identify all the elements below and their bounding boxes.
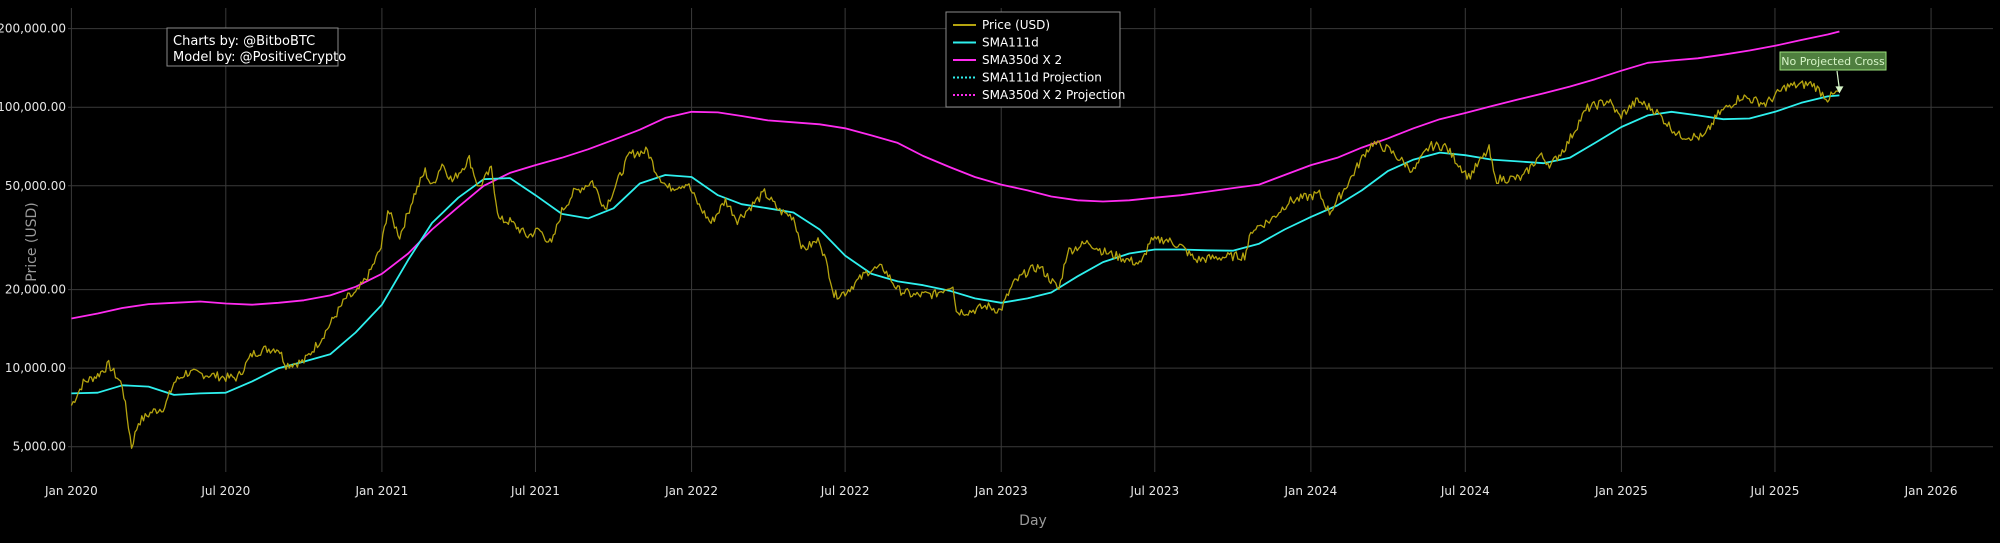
legend-label: SMA350d X 2 [982,53,1062,67]
x-tick-label: Jul 2020 [200,484,250,498]
x-tick-label: Jan 2026 [1904,484,1958,498]
legend: Price (USD) SMA111d SMA350d X 2 SMA111d Pro… [945,11,1125,108]
x-tick-label: Jan 2020 [44,484,98,498]
legend-label: SMA111d Projection [982,71,1102,85]
x-tick-label: Jan 2022 [664,484,718,498]
y-tick-label: 10,000.00 [5,361,66,375]
annotation-arrowhead [1835,86,1844,94]
x-tick-label: Jan 2024 [1283,484,1337,498]
y-axis-ticks: 5,000.00 10,000.00 20,000.00 50,000.00 100,0… [0,22,66,454]
x-tick-label: Jul 2025 [1750,484,1800,498]
y-tick-label: 20,000.00 [5,283,66,297]
legend-label: SMA111d [982,36,1039,50]
credits-line-2: Model by: @PositiveCrypto [173,50,346,65]
credits-line-1: Charts by: @BitboBTC [173,34,315,49]
x-axis-title: Day [1019,513,1047,529]
x-tick-label: Jan 2025 [1594,484,1648,498]
legend-label: Price (USD) [982,18,1050,32]
sma350d-x2-line [71,30,1840,320]
credits-box-frame [166,27,339,67]
x-tick-label: Jul 2021 [510,484,560,498]
credits-box: Charts by: @BitboBTC Model by: @Positive… [166,27,346,67]
annotation-text: No Projected Cross [1781,55,1885,68]
gridlines [68,8,1993,472]
x-axis-ticks: Jan 2020 Jul 2020 Jan 2021 Jul 2021 Jan 2022… [44,484,1958,498]
annotation-box [1779,51,1887,71]
legend-items: Price (USD) SMA111d SMA350d X 2 SMA111d Pro… [953,18,1125,102]
y-axis-title: Price (USD) [24,202,40,281]
y-tick-label: 200,000.00 [0,22,66,36]
x-tick-label: Jan 2021 [354,484,408,498]
sma111d-line [71,94,1840,396]
legend-label: SMA350d X 2 Projection [982,88,1125,102]
no-cross-annotation: No Projected Cross [1779,51,1887,94]
x-tick-label: Jul 2024 [1440,484,1490,498]
annotation-arrow [1836,70,1841,90]
y-tick-label: 100,000.00 [0,100,66,114]
series-layer [70,30,1840,449]
price-line [70,80,1840,449]
x-tick-label: Jan 2023 [974,484,1028,498]
x-tick-label: Jul 2023 [1129,484,1179,498]
x-tick-label: Jul 2022 [820,484,870,498]
y-tick-label: 5,000.00 [13,440,66,454]
y-tick-label: 50,000.00 [5,179,66,193]
